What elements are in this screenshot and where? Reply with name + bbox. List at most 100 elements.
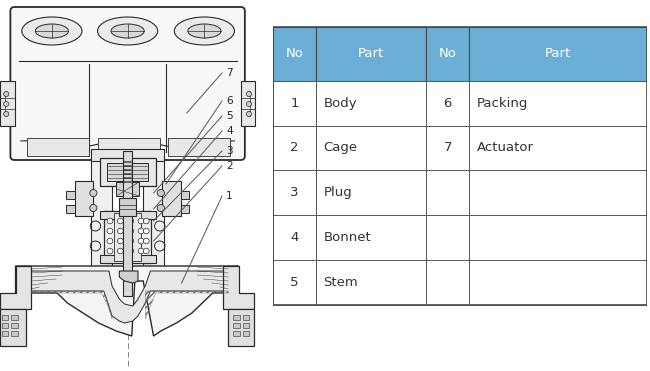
Text: 3: 3 <box>226 146 233 156</box>
Bar <box>99 255 155 263</box>
Bar <box>99 211 155 219</box>
Bar <box>2 323 8 328</box>
Bar <box>114 213 141 261</box>
Bar <box>316 27 426 81</box>
Circle shape <box>107 228 113 234</box>
Text: No: No <box>439 47 457 60</box>
Bar <box>168 138 230 156</box>
Text: Packing: Packing <box>476 96 528 109</box>
Circle shape <box>118 228 124 234</box>
Circle shape <box>128 238 134 244</box>
Circle shape <box>4 112 9 116</box>
Text: Bonnet: Bonnet <box>324 231 371 244</box>
Bar <box>469 260 647 305</box>
Bar <box>116 182 139 196</box>
Circle shape <box>128 218 134 224</box>
Bar <box>426 260 469 305</box>
Bar <box>243 323 249 328</box>
Text: Actuator: Actuator <box>476 141 534 154</box>
Circle shape <box>90 190 97 197</box>
Bar <box>426 27 469 81</box>
Circle shape <box>90 204 97 211</box>
Bar <box>233 331 240 336</box>
Circle shape <box>128 228 134 234</box>
Bar <box>243 315 249 320</box>
Text: 2: 2 <box>226 161 233 171</box>
Circle shape <box>107 238 113 244</box>
Bar <box>273 260 316 305</box>
Circle shape <box>144 238 150 244</box>
Bar <box>162 181 181 216</box>
Bar <box>469 81 647 125</box>
Circle shape <box>4 92 9 96</box>
Text: Part: Part <box>358 47 384 60</box>
Circle shape <box>107 218 113 224</box>
Bar <box>273 215 316 260</box>
Ellipse shape <box>111 24 144 38</box>
Bar <box>12 315 18 320</box>
Circle shape <box>157 190 164 197</box>
Bar <box>316 215 426 260</box>
Polygon shape <box>0 266 31 309</box>
Bar <box>426 215 469 260</box>
Bar <box>469 170 647 215</box>
Bar <box>27 138 89 156</box>
Ellipse shape <box>98 17 158 45</box>
Text: 4: 4 <box>226 126 233 136</box>
Bar <box>316 260 426 305</box>
Bar <box>426 170 469 215</box>
Polygon shape <box>120 271 138 283</box>
Circle shape <box>144 248 150 254</box>
Text: 6: 6 <box>226 96 233 106</box>
Circle shape <box>118 218 124 224</box>
Bar <box>12 323 18 328</box>
Bar <box>273 27 316 81</box>
Bar <box>98 138 160 156</box>
Bar <box>99 158 155 186</box>
Polygon shape <box>31 271 228 323</box>
Bar <box>91 149 164 161</box>
Text: 2: 2 <box>291 141 299 154</box>
Polygon shape <box>0 309 26 346</box>
Bar <box>273 170 316 215</box>
Text: 3: 3 <box>291 186 299 199</box>
Bar <box>143 151 164 266</box>
Bar <box>273 27 647 305</box>
Bar <box>243 331 249 336</box>
Text: 5: 5 <box>226 111 233 121</box>
Circle shape <box>246 112 252 116</box>
Circle shape <box>118 248 124 254</box>
Ellipse shape <box>188 24 221 38</box>
Bar <box>469 125 647 170</box>
Circle shape <box>144 218 150 224</box>
Text: No: No <box>285 47 304 60</box>
Bar <box>12 331 18 336</box>
Bar <box>2 331 8 336</box>
Circle shape <box>138 228 144 234</box>
Polygon shape <box>16 266 239 336</box>
FancyBboxPatch shape <box>10 7 245 160</box>
Ellipse shape <box>174 17 235 45</box>
Bar <box>316 81 426 125</box>
Bar <box>273 125 316 170</box>
Ellipse shape <box>35 24 68 38</box>
Bar <box>181 205 189 213</box>
Text: 6: 6 <box>443 96 452 109</box>
Text: 4: 4 <box>291 231 299 244</box>
Text: Plug: Plug <box>324 186 352 199</box>
Text: Body: Body <box>324 96 357 109</box>
Polygon shape <box>240 81 255 126</box>
Bar <box>66 205 75 213</box>
Bar <box>426 125 469 170</box>
Circle shape <box>246 92 252 96</box>
Bar <box>316 125 426 170</box>
Circle shape <box>144 228 150 234</box>
Bar <box>316 170 426 215</box>
Polygon shape <box>223 266 254 309</box>
Bar <box>233 323 240 328</box>
Bar <box>104 211 151 263</box>
Bar <box>273 81 316 125</box>
Bar <box>233 315 240 320</box>
Text: 7: 7 <box>226 68 233 78</box>
Polygon shape <box>228 309 254 346</box>
